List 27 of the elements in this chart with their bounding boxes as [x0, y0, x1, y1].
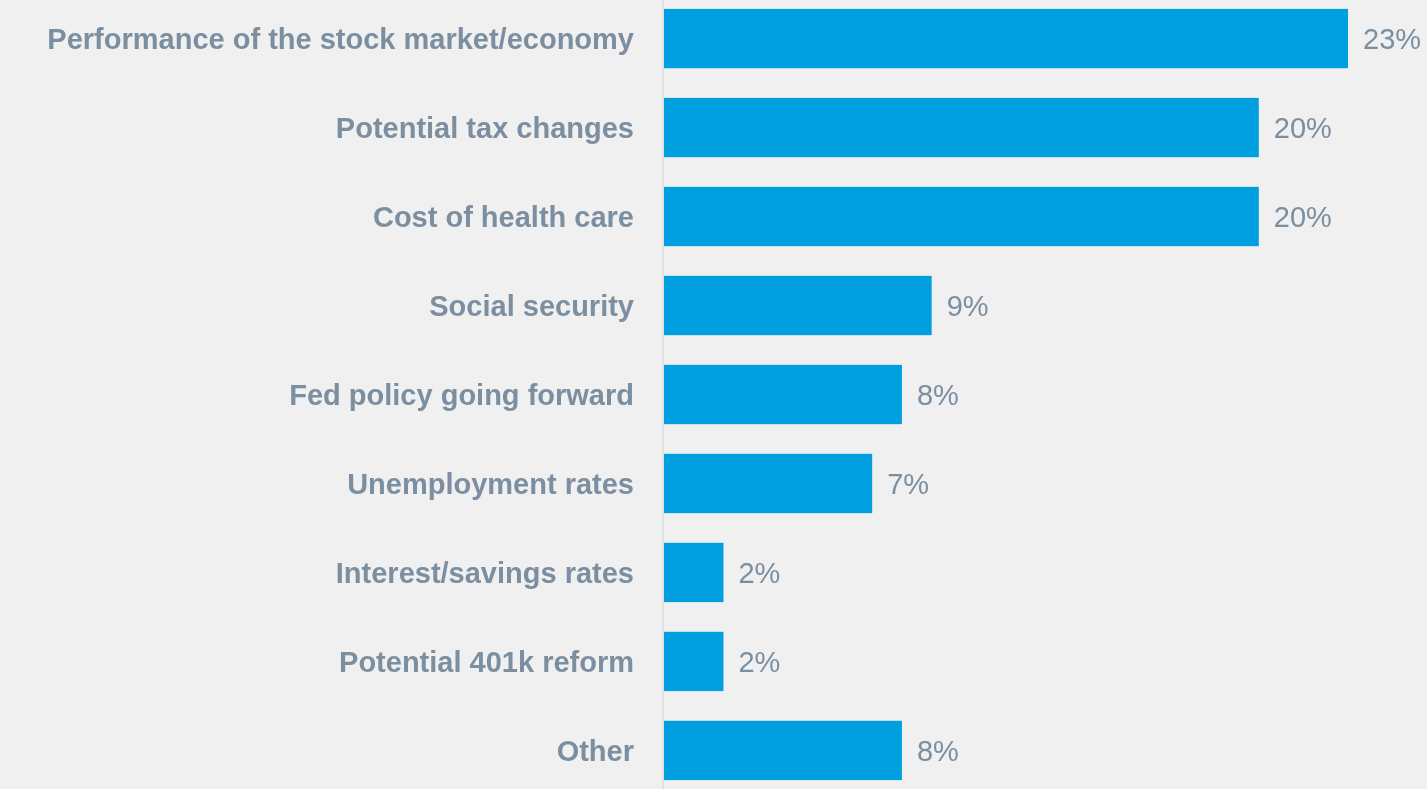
bar — [664, 186, 1259, 247]
y-tick-label: Potential tax changes — [335, 111, 634, 144]
y-tick-label: Fed policy going forward — [289, 378, 634, 411]
y-tick-label: Interest/savings rates — [335, 556, 634, 589]
bar — [664, 542, 724, 603]
data-label: 2% — [738, 556, 781, 589]
y-tick-label: Cost of health care — [372, 200, 634, 233]
data-label: 8% — [916, 378, 959, 411]
y-tick-label: Social security — [429, 289, 634, 322]
data-label: 2% — [738, 645, 781, 678]
bar — [664, 453, 873, 514]
data-label: 7% — [887, 467, 930, 500]
bar — [664, 720, 902, 781]
bar — [664, 97, 1259, 158]
y-tick-label: Unemployment rates — [347, 467, 634, 500]
bar — [664, 364, 902, 425]
data-label: 23% — [1363, 22, 1422, 55]
bar — [664, 8, 1348, 69]
bar — [664, 275, 932, 336]
y-tick-label: Potential 401k reform — [339, 645, 634, 678]
data-label: 8% — [916, 734, 959, 767]
bar — [664, 631, 724, 692]
y-tick-label: Other — [556, 734, 634, 767]
y-tick-label: Performance of the stock market/economy — [47, 22, 634, 55]
data-label: 20% — [1273, 111, 1332, 144]
data-label: 9% — [946, 289, 989, 322]
data-label: 20% — [1273, 200, 1332, 233]
